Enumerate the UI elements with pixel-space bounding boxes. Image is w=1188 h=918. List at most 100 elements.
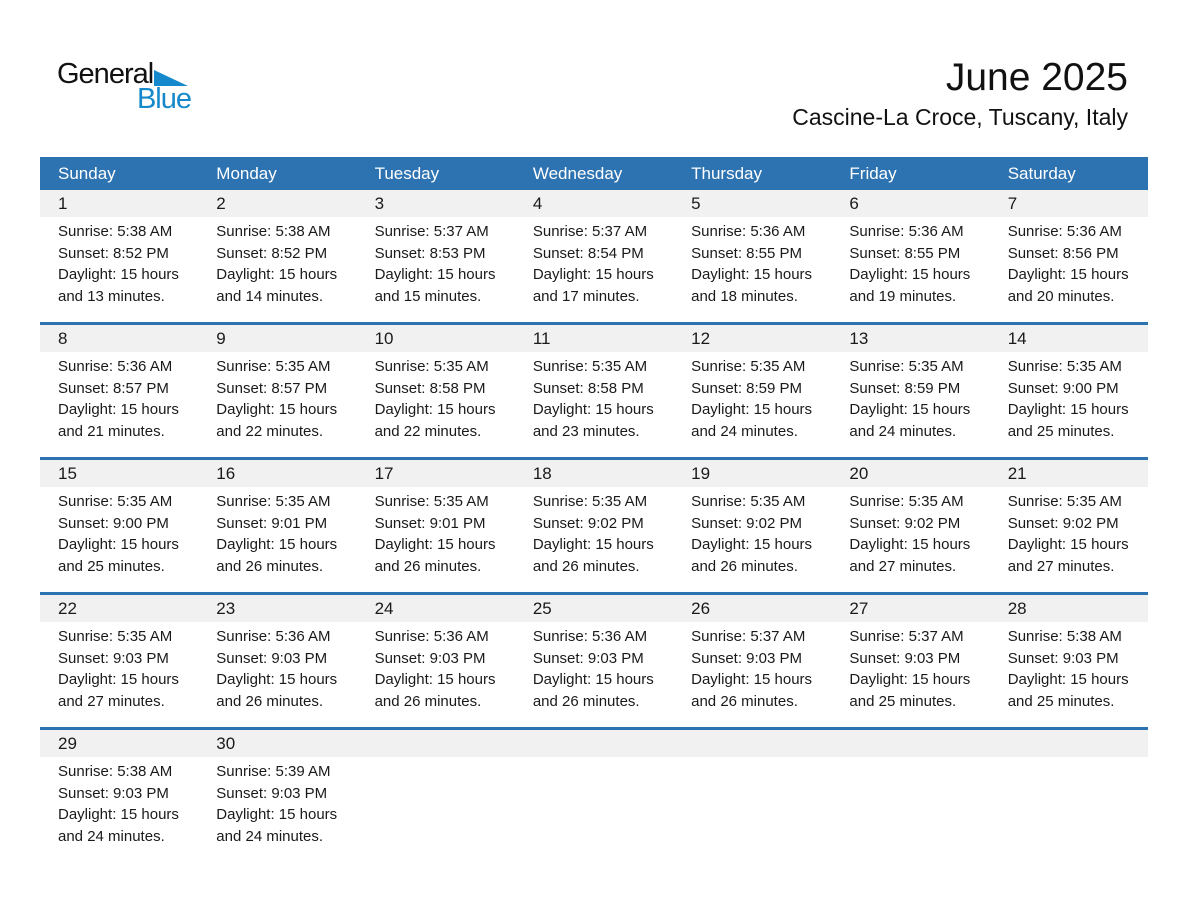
daylight-text-line1: Daylight: 15 hours <box>58 401 179 418</box>
day-cell: 22 Sunrise: 5:35 AM Sunset: 9:03 PM Dayl… <box>40 592 199 729</box>
daylight-text-line1: Daylight: 15 hours <box>849 266 971 283</box>
calendar-body: 1 Sunrise: 5:38 AM Sunset: 8:52 PM Dayli… <box>40 190 1148 862</box>
sunrise-text: Sunrise: 5:35 AM <box>58 493 173 510</box>
daylight-text-line2: and 25 minutes. <box>849 692 957 710</box>
daylight-text-line2: and 26 minutes. <box>216 692 324 710</box>
day-number: 15 <box>40 460 199 487</box>
day-cell: 29 Sunrise: 5:38 AM Sunset: 9:03 PM Dayl… <box>40 727 199 862</box>
sunset-text: Sunset: 9:01 PM <box>374 514 486 532</box>
sunset-text: Sunset: 8:56 PM <box>1007 244 1119 262</box>
sunrise-text: Sunrise: 5:35 AM <box>691 493 806 510</box>
daylight-text-line1: Daylight: 15 hours <box>58 266 179 283</box>
daylight-text-line2: and 24 minutes. <box>216 827 324 845</box>
day-number: 10 <box>356 325 515 352</box>
day-cell: 18 Sunrise: 5:35 AM Sunset: 9:02 PM Dayl… <box>514 457 674 594</box>
daylight-text-line2: and 26 minutes. <box>374 557 482 575</box>
logo-text-blue: Blue <box>136 83 192 115</box>
sunrise-text: Sunrise: 5:37 AM <box>691 628 806 645</box>
daylight-text-line1: Daylight: 15 hours <box>849 671 971 688</box>
day-cell: 9 Sunrise: 5:35 AM Sunset: 8:57 PM Dayli… <box>198 322 357 459</box>
daylight-text-line2: and 27 minutes. <box>58 692 165 710</box>
daylight-text-line2: and 25 minutes. <box>1007 692 1115 710</box>
daylight-text-line1: Daylight: 15 hours <box>374 266 496 283</box>
day-number: 4 <box>514 190 674 217</box>
daylight-text-line1: Daylight: 15 hours <box>691 671 813 688</box>
day-cell: 27 Sunrise: 5:37 AM Sunset: 9:03 PM Dayl… <box>831 592 990 729</box>
sunrise-text: Sunrise: 5:36 AM <box>374 628 489 645</box>
daylight-text-line2: and 24 minutes. <box>58 827 165 845</box>
day-cell: 26 Sunrise: 5:37 AM Sunset: 9:03 PM Dayl… <box>673 592 832 729</box>
day-number: 23 <box>198 595 357 622</box>
day-cell: 16 Sunrise: 5:35 AM Sunset: 9:01 PM Dayl… <box>198 457 357 594</box>
sunset-text: Sunset: 9:00 PM <box>1007 379 1119 397</box>
sunset-text: Sunset: 8:57 PM <box>216 379 328 397</box>
day-number <box>831 730 990 757</box>
daylight-text-line1: Daylight: 15 hours <box>374 401 496 418</box>
daylight-text-line1: Daylight: 15 hours <box>216 401 338 418</box>
daylight-text-line1: Daylight: 15 hours <box>1007 266 1129 283</box>
daylight-text-line2: and 26 minutes. <box>691 692 798 710</box>
daylight-text-line2: and 19 minutes. <box>849 287 957 305</box>
daylight-text-line2: and 17 minutes. <box>532 287 640 305</box>
daylight-text-line2: and 26 minutes. <box>374 692 482 710</box>
daylight-text-line2: and 27 minutes. <box>1007 557 1115 575</box>
daylight-text-line2: and 24 minutes. <box>691 422 798 440</box>
daylight-text-line1: Daylight: 15 hours <box>532 266 654 283</box>
sunset-text: Sunset: 8:52 PM <box>216 244 328 262</box>
sunrise-text: Sunrise: 5:35 AM <box>691 358 806 375</box>
logo-text-general: General <box>57 58 154 90</box>
day-cell: 30 Sunrise: 5:39 AM Sunset: 9:03 PM Dayl… <box>198 727 357 862</box>
day-cell: 19 Sunrise: 5:35 AM Sunset: 9:02 PM Dayl… <box>673 457 832 594</box>
day-number: 28 <box>989 595 1148 622</box>
day-number: 25 <box>514 595 674 622</box>
day-number: 17 <box>356 460 515 487</box>
week-row: 1 Sunrise: 5:38 AM Sunset: 8:52 PM Dayli… <box>40 190 1148 324</box>
day-cell: 7 Sunrise: 5:36 AM Sunset: 8:56 PM Dayli… <box>989 190 1148 324</box>
sunset-text: Sunset: 9:01 PM <box>216 514 328 532</box>
week-row: 15 Sunrise: 5:35 AM Sunset: 9:00 PM Dayl… <box>40 457 1148 594</box>
daylight-text-line2: and 24 minutes. <box>849 422 957 440</box>
day-cell: 2 Sunrise: 5:38 AM Sunset: 8:52 PM Dayli… <box>198 190 357 324</box>
daylight-text-line1: Daylight: 15 hours <box>691 536 813 553</box>
sunrise-text: Sunrise: 5:35 AM <box>1007 493 1122 510</box>
daylight-text-line1: Daylight: 15 hours <box>532 671 654 688</box>
day-number: 26 <box>673 595 832 622</box>
sunrise-text: Sunrise: 5:35 AM <box>849 493 964 510</box>
day-number: 30 <box>198 730 357 757</box>
daylight-text-line1: Daylight: 15 hours <box>532 536 654 553</box>
day-number: 20 <box>831 460 990 487</box>
daylight-text-line1: Daylight: 15 hours <box>216 536 338 553</box>
day-number: 24 <box>356 595 515 622</box>
sunrise-text: Sunrise: 5:38 AM <box>216 223 331 240</box>
day-cell <box>514 727 674 862</box>
daylight-text-line2: and 26 minutes. <box>532 557 640 575</box>
month-title: June 2025 <box>945 56 1128 99</box>
sunset-text: Sunset: 9:03 PM <box>849 649 961 667</box>
daylight-text-line2: and 22 minutes. <box>374 422 482 440</box>
day-number: 12 <box>673 325 832 352</box>
weekday-header-friday: Friday <box>831 157 990 190</box>
day-cell: 10 Sunrise: 5:35 AM Sunset: 8:58 PM Dayl… <box>356 322 515 459</box>
day-number: 5 <box>673 190 832 217</box>
day-number: 22 <box>40 595 199 622</box>
sunrise-text: Sunrise: 5:36 AM <box>849 223 964 240</box>
day-number: 14 <box>989 325 1148 352</box>
day-number: 1 <box>40 190 199 217</box>
daylight-text-line2: and 20 minutes. <box>1007 287 1115 305</box>
sunrise-text: Sunrise: 5:35 AM <box>532 358 648 375</box>
daylight-text-line1: Daylight: 15 hours <box>58 806 179 823</box>
day-number <box>989 730 1148 757</box>
daylight-text-line2: and 26 minutes. <box>532 692 640 710</box>
sunset-text: Sunset: 8:53 PM <box>374 244 486 262</box>
sunrise-text: Sunrise: 5:36 AM <box>58 358 173 375</box>
sunrise-text: Sunrise: 5:35 AM <box>532 493 648 510</box>
day-number: 21 <box>989 460 1148 487</box>
sunrise-text: Sunrise: 5:39 AM <box>216 763 331 780</box>
week-row: 22 Sunrise: 5:35 AM Sunset: 9:03 PM Dayl… <box>40 592 1148 729</box>
day-cell: 15 Sunrise: 5:35 AM Sunset: 9:00 PM Dayl… <box>40 457 199 594</box>
daylight-text-line1: Daylight: 15 hours <box>691 266 813 283</box>
sunset-text: Sunset: 9:03 PM <box>58 784 169 802</box>
sunrise-text: Sunrise: 5:35 AM <box>216 493 331 510</box>
daylight-text-line1: Daylight: 15 hours <box>1007 401 1129 418</box>
sunrise-text: Sunrise: 5:37 AM <box>532 223 648 240</box>
